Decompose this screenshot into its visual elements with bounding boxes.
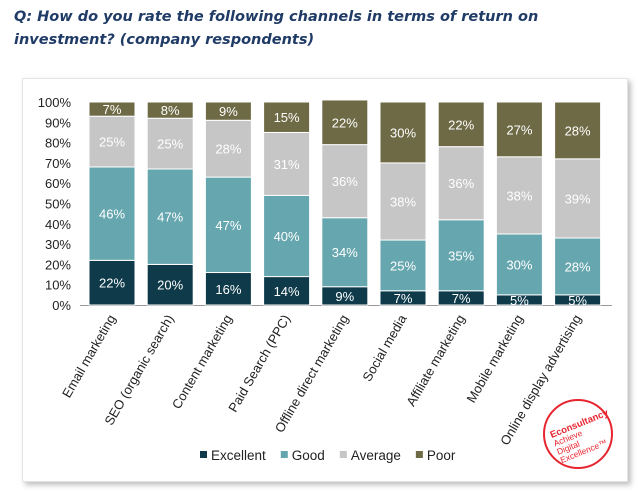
data-label: 15% (274, 110, 300, 125)
legend-swatch-good (280, 451, 288, 458)
bar-segment-good (554, 237, 602, 296)
bar-segment-poor (554, 101, 602, 160)
legend-swatch-poor (415, 451, 423, 458)
data-label: 30% (390, 125, 416, 140)
bar-segment-good (204, 176, 252, 274)
x-tick-label: Paid Search (PPC) (225, 312, 293, 415)
data-label: 36% (448, 176, 474, 191)
bar-segment-poor (321, 99, 369, 146)
data-label: 34% (332, 245, 358, 260)
bar-segment-poor (379, 101, 427, 164)
bar-segment-poor (204, 101, 252, 121)
data-label: 27% (506, 122, 532, 137)
data-label: 46% (99, 207, 125, 222)
data-label: 7% (452, 291, 471, 306)
data-label: 31% (274, 157, 300, 172)
bar-segment-average (379, 162, 427, 241)
data-label: 25% (390, 258, 416, 273)
x-tick-label: Affiliate marketing (403, 312, 468, 409)
data-label: 14% (274, 284, 300, 299)
bar-segment-average (321, 144, 369, 219)
data-label: 5% (510, 293, 529, 308)
bar-segment-poor (146, 101, 194, 119)
data-label: 28% (215, 142, 241, 157)
bar-segment-poor (263, 101, 311, 133)
bar-segment-good (88, 166, 136, 261)
x-tick-label: Mobile marketing (464, 312, 526, 405)
legend-label: Excellent (211, 448, 266, 463)
bar-segment-good (263, 194, 311, 278)
data-label: 9% (335, 289, 354, 304)
y-tick-label: 70% (45, 156, 71, 171)
legend-label: Average (351, 448, 401, 463)
bar-segment-good (437, 219, 485, 292)
data-label: 9% (219, 104, 238, 119)
legend-label: Poor (427, 448, 456, 463)
data-label: 36% (332, 174, 358, 189)
data-label: 25% (99, 135, 125, 150)
data-label: 28% (565, 123, 591, 138)
legend-swatch-excellent (200, 451, 207, 458)
bar-segment-good (321, 217, 369, 288)
y-tick-label: 100% (38, 95, 72, 110)
data-label: 47% (215, 218, 241, 233)
data-label: 38% (506, 188, 532, 203)
data-label: 47% (157, 210, 183, 225)
data-label: 30% (506, 257, 532, 272)
bar-segment-average (554, 158, 602, 239)
data-label: 39% (565, 191, 591, 206)
data-label: 7% (103, 102, 122, 117)
econsultancy-logo-icon (543, 399, 613, 469)
legend-label: Good (292, 448, 325, 463)
chart-title: Q: How do you rate the following channel… (14, 9, 539, 48)
y-tick-label: 90% (45, 115, 71, 130)
y-tick-label: 10% (45, 278, 71, 293)
bar-segment-average (88, 115, 136, 168)
y-tick-label: 20% (45, 257, 71, 272)
data-label: 20% (157, 278, 183, 293)
data-label: 35% (448, 248, 474, 263)
y-tick-label: 40% (45, 217, 71, 232)
data-label: 16% (215, 282, 241, 297)
bar-segment-excellent (146, 263, 194, 306)
data-label: 25% (157, 137, 183, 152)
bar-segment-poor (437, 101, 485, 148)
data-label: 22% (99, 276, 125, 291)
y-tick-label: 50% (45, 197, 71, 212)
x-tick-label: Content marketing (169, 312, 235, 412)
bar-segment-good (495, 233, 543, 296)
data-label: 38% (390, 194, 416, 209)
bar-segment-average (263, 131, 311, 196)
bar-segment-average (146, 117, 194, 170)
data-label: 8% (161, 103, 180, 118)
y-tick-label: 80% (45, 136, 71, 151)
data-label: 5% (568, 293, 587, 308)
bar-segment-poor (495, 101, 543, 158)
x-tick-label: Email marketing (59, 312, 119, 400)
data-label: 28% (565, 259, 591, 274)
bar-segment-poor (88, 101, 136, 117)
data-label: 22% (448, 117, 474, 132)
y-tick-label: 0% (52, 298, 71, 313)
bar-segment-average (495, 156, 543, 235)
x-tick-label: Social media (359, 311, 410, 384)
legend-swatch-average (339, 451, 347, 458)
y-tick-label: 30% (45, 237, 71, 252)
data-label: 7% (394, 291, 413, 306)
bar-segment-excellent (204, 272, 252, 306)
bar-segment-good (146, 168, 194, 265)
bar-segment-excellent (263, 276, 311, 306)
y-tick-label: 60% (45, 176, 71, 191)
data-label: 40% (274, 229, 300, 244)
data-label: 22% (332, 115, 358, 130)
